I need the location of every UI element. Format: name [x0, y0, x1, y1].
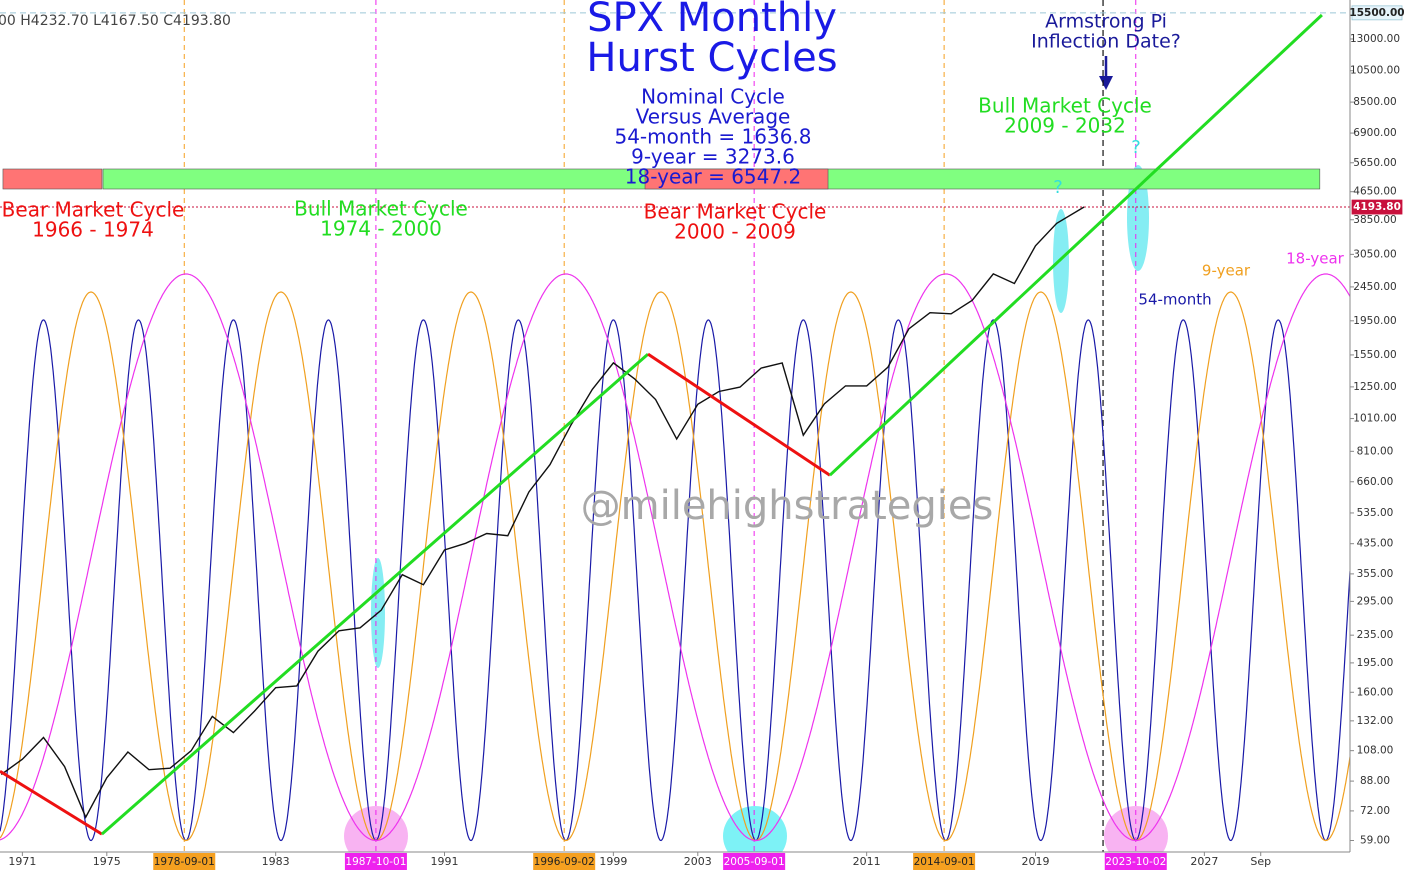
annotation: Bear Market Cycle — [644, 200, 827, 224]
annotation: 2009 - 2032 — [1004, 114, 1126, 138]
x-tick-label: 2019 — [1022, 855, 1050, 868]
cycle-band — [2, 168, 103, 190]
y-tick-label: 660.00 — [1357, 476, 1394, 488]
annotation: Inflection Date? — [1031, 31, 1181, 53]
arrow-head — [1099, 76, 1113, 90]
x-tick-label: 2027 — [1190, 855, 1218, 868]
y-tick-label: 132.00 — [1357, 715, 1394, 727]
annotation: @milehighstrategies — [581, 483, 994, 529]
price-line — [0, 206, 1085, 819]
annotation: 54-month = 1636.8 — [614, 125, 811, 149]
price-label: 15500.00 — [1349, 7, 1404, 19]
y-tick-label: 810.00 — [1357, 445, 1394, 457]
y-tick-label: 3050.00 — [1353, 248, 1396, 260]
trend-line — [0, 770, 103, 836]
y-tick-label: 108.00 — [1357, 745, 1394, 757]
y-tick-label: 435.00 — [1357, 538, 1394, 550]
x-tick-label: 1991 — [431, 855, 459, 868]
annotation: 1974 - 2000 — [320, 217, 442, 241]
date-marker-box — [913, 853, 976, 870]
annotation: Bull Market Cycle — [294, 197, 468, 221]
trend-line — [100, 352, 649, 836]
annotation: Hurst Cycles — [586, 35, 837, 81]
trend-line — [828, 13, 1323, 477]
y-tick-label: 295.00 — [1357, 595, 1394, 607]
annotation: SPX Monthly — [587, 0, 837, 41]
x-tick-label: 1971 — [8, 855, 36, 868]
y-tick-label: 1950.00 — [1353, 315, 1396, 327]
annotation: Versus Average — [636, 105, 791, 129]
cycle-curve — [0, 291, 1351, 842]
annotation: 1966 - 1974 — [32, 218, 154, 242]
x-tick-label: Sep — [1250, 855, 1271, 868]
x-tick-label: 1975 — [93, 855, 121, 868]
cycle-label: 54-month — [1138, 291, 1211, 309]
date-marker-label: 1987-10-01 — [345, 856, 406, 868]
date-marker-label: 1978-09-01 — [154, 856, 215, 868]
y-tick-label: 1250.00 — [1353, 381, 1396, 393]
annotation: ? — [1053, 177, 1063, 198]
annotation: 18-year = 6547.2 — [625, 165, 801, 189]
y-tick-label: 4650.00 — [1353, 186, 1396, 198]
x-tick-label: 1983 — [262, 855, 290, 868]
y-tick-label: 6900.00 — [1353, 127, 1396, 139]
cycle-band — [644, 168, 829, 190]
annotation: 2000 - 2009 — [674, 220, 796, 244]
date-marker-box — [153, 853, 216, 870]
y-tick-label: 235.00 — [1357, 629, 1394, 641]
y-tick-label: 355.00 — [1357, 568, 1394, 580]
price-label-box — [1351, 199, 1403, 215]
date-marker-label: 2014-09-01 — [914, 856, 975, 868]
highlight-circle — [1104, 806, 1168, 866]
y-tick-label: 88.00 — [1360, 775, 1390, 787]
highlight-circle — [723, 806, 787, 866]
date-marker-label: 2023-10-02 — [1105, 856, 1166, 868]
y-tick-label: 1010.00 — [1353, 413, 1396, 425]
y-tick-label: 160.00 — [1357, 686, 1394, 698]
annotation: Nominal Cycle — [641, 85, 785, 109]
y-tick-label: 10500.00 — [1350, 65, 1400, 77]
price-label-box — [1351, 5, 1403, 21]
y-tick-label: 59.00 — [1360, 834, 1390, 846]
trend-line — [647, 352, 831, 477]
annotation: Bear Market Cycle — [2, 198, 185, 222]
y-tick-label: 195.00 — [1357, 657, 1394, 669]
x-tick-label: 1999 — [599, 855, 627, 868]
date-marker-box — [533, 853, 596, 870]
y-tick-label: 535.00 — [1357, 507, 1394, 519]
date-marker-box — [1104, 853, 1167, 870]
highlight-circle — [344, 806, 408, 866]
cycle-curve — [0, 319, 1351, 842]
y-tick-label: 1550.00 — [1353, 349, 1396, 361]
date-marker-label: 1996-09-02 — [534, 856, 595, 868]
x-tick-label: 2003 — [684, 855, 712, 868]
y-tick-label: 72.00 — [1360, 805, 1390, 817]
date-marker-box — [723, 853, 786, 870]
y-tick-label: 5650.00 — [1353, 157, 1396, 169]
y-tick-label: 8500.00 — [1353, 96, 1396, 108]
y-tick-label: 13000.00 — [1350, 33, 1400, 45]
y-tick-label: 2450.00 — [1353, 281, 1396, 293]
annotation: Armstrong Pi — [1045, 11, 1167, 33]
y-axis-bg — [1350, 0, 1404, 871]
cycle-curve — [0, 273, 1351, 842]
date-marker-box — [344, 853, 407, 870]
cycle-label: 18-year — [1286, 250, 1345, 268]
annotation: 9-year = 3273.6 — [631, 145, 795, 169]
ohlc-header: 00 H4232.70 L4167.50 C4193.80 — [0, 13, 231, 29]
cycle-label: 9-year — [1202, 262, 1251, 280]
annotation: Bull Market Cycle — [978, 94, 1152, 118]
y-tick-label: 3850.00 — [1353, 214, 1396, 226]
annotation: ? — [1131, 137, 1141, 158]
date-marker-label: 2005-09-01 — [724, 856, 785, 868]
x-tick-label: 2011 — [853, 855, 881, 868]
price-label: 4193.80 — [1353, 201, 1401, 213]
